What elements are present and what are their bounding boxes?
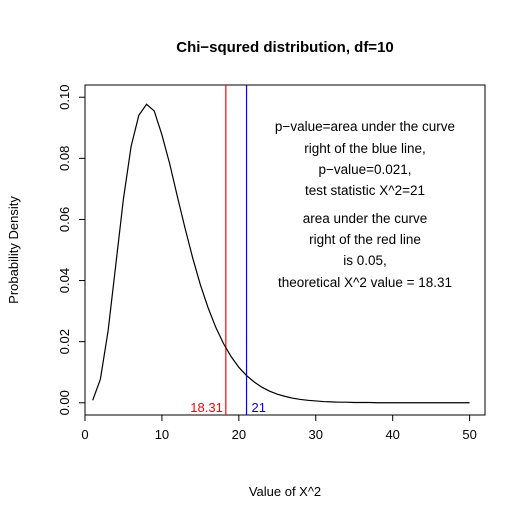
x-tick-label: 50	[462, 427, 476, 442]
annotation-line: p−value=area under the curve	[275, 119, 455, 134]
annotation-line: right of the red line	[309, 232, 421, 247]
annotation-line: test statistic X^2=21	[305, 183, 425, 198]
x-tick-label: 40	[385, 427, 399, 442]
y-tick-label: 0.06	[57, 207, 72, 232]
y-tick-label: 0.00	[57, 390, 72, 415]
annotation-line: theoretical X^2 value = 18.31	[278, 275, 452, 290]
x-tick-label: 10	[155, 427, 169, 442]
annotation-line: is 0.05,	[343, 253, 387, 268]
plot-frame	[84, 84, 486, 416]
vline-label-0: 18.31	[190, 400, 223, 415]
x-tick-label: 20	[232, 427, 246, 442]
vline-label-1: 21	[252, 400, 266, 415]
x-axis-label: Value of X^2	[249, 484, 321, 499]
x-tick-label: 30	[309, 427, 323, 442]
reference-lines: 18.31 21	[190, 85, 266, 415]
y-tick-label: 0.04	[57, 268, 72, 293]
annotation-line: p−value=0.021,	[318, 162, 411, 177]
y-tick-label: 0.10	[57, 85, 72, 110]
density-curve	[92, 103, 470, 404]
annotation-line: area under the curve	[303, 211, 428, 226]
annotation-line: right of the blue line,	[304, 141, 426, 156]
x-tick-label: 0	[81, 427, 88, 442]
x-axis: 0 10 20 30 40 50	[81, 414, 477, 442]
y-tick-label: 0.02	[57, 329, 72, 354]
y-axis: 0.00 0.02 0.04 0.06 0.08 0.10	[57, 85, 86, 415]
annotations: p−value=area under the curve right of the…	[275, 119, 455, 290]
y-axis-label: Probability Density	[6, 196, 21, 304]
y-tick-label: 0.08	[57, 146, 72, 171]
chart-title: Chi−squred distribution, df=10	[176, 39, 394, 56]
